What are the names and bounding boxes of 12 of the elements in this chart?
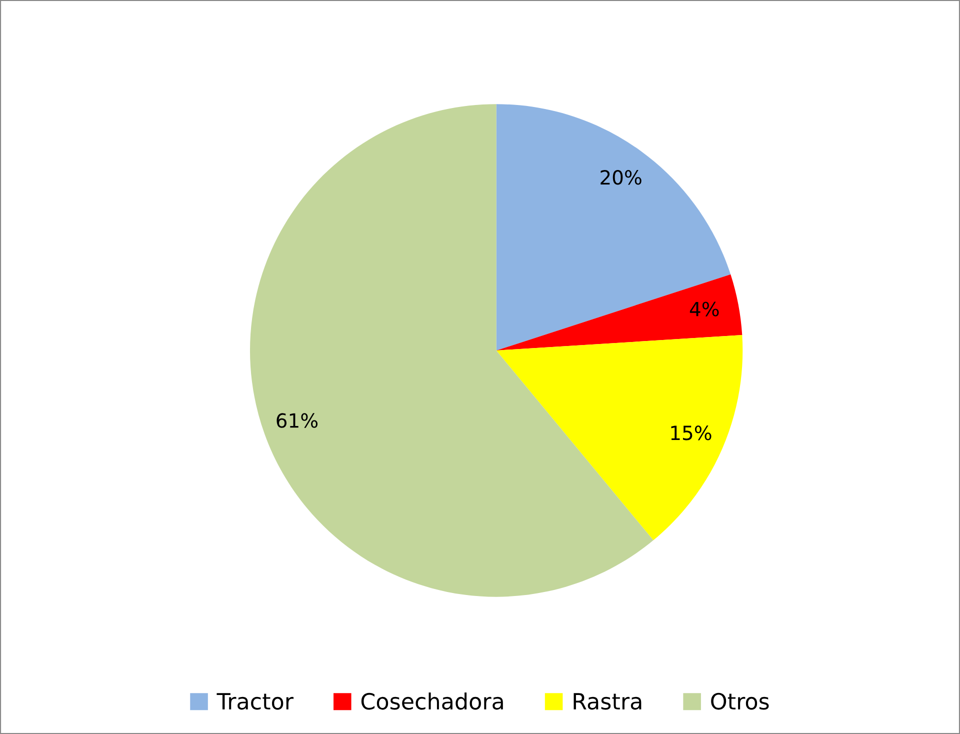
- legend-label: Rastra: [574, 693, 642, 710]
- data-label: 20%: [600, 170, 642, 185]
- legend-label: Tractor: [216, 693, 294, 710]
- legend-label: Cosechadora: [361, 692, 503, 710]
- legend-label: Otros: [711, 692, 769, 710]
- data-label: 61%: [276, 413, 318, 428]
- data-label: 15%: [671, 426, 712, 440]
- pie-slice: [496, 274, 742, 350]
- pie-slice: [496, 104, 731, 350]
- pie-slice: [496, 335, 743, 540]
- data-label: 4%: [690, 302, 719, 316]
- pie-slice: [250, 104, 654, 597]
